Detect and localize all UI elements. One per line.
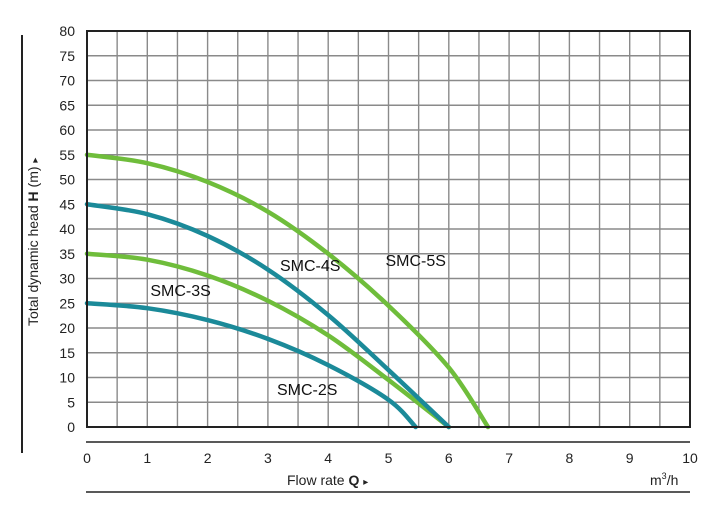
series-curve-smc-4s [84, 202, 452, 430]
y-tick-label: 55 [59, 147, 75, 163]
x-tick-label: 1 [143, 450, 151, 466]
plot-frame [86, 30, 691, 428]
y-tick-label: 0 [67, 419, 75, 435]
x-tick-label: 7 [505, 450, 513, 466]
series-label-smc-3s: SMC-3S [150, 283, 210, 300]
x-unit-tail: /h [667, 472, 679, 488]
x-tick-label: 4 [324, 450, 332, 466]
x-axis-title: Flow rate Q ▸ [287, 472, 368, 488]
series-curve-smc-3s [84, 251, 452, 430]
series-curve-smc-2s [84, 301, 418, 430]
y-tick-label: 15 [59, 345, 75, 361]
y-axis-title-text: Total dynamic head [25, 205, 41, 326]
series-label-smc-2s: SMC-2S [277, 382, 337, 399]
y-tick-label: 30 [59, 271, 75, 287]
series-curve-smc-5s [84, 152, 491, 430]
y-tick-label: 5 [67, 394, 75, 410]
y-tick-label: 75 [59, 48, 75, 64]
x-unit-sup: 3 [662, 471, 667, 481]
x-axis-arrow: ▸ [363, 477, 368, 488]
x-tick-label: 5 [385, 450, 393, 466]
x-tick-label: 2 [204, 450, 212, 466]
x-tick-label: 9 [626, 450, 634, 466]
x-axis-unit: m3/h [650, 471, 678, 488]
x-tick-labels: 0 1 2 3 4 5 6 7 8 9 10 [83, 450, 698, 466]
y-axis-title: Total dynamic head H (m) ▸ [25, 158, 41, 326]
y-axis-arrow: ▸ [30, 158, 41, 163]
x-axis-symbol: Q [348, 472, 359, 488]
series-labels: SMC-2S SMC-3S SMC-4S SMC-5S [150, 253, 446, 399]
y-axis-symbol: H [25, 191, 41, 201]
y-axis-unit: (m) [25, 166, 41, 187]
y-tick-label: 60 [59, 122, 75, 138]
x-tick-label: 8 [566, 450, 574, 466]
y-tick-labels: 0 5 10 15 20 25 30 35 40 45 50 55 60 65 70 75 80 [59, 23, 75, 435]
series-label-smc-4s: SMC-4S [280, 258, 340, 275]
y-tick-label: 45 [59, 196, 75, 212]
x-tick-label: 3 [264, 450, 272, 466]
y-tick-label: 65 [59, 97, 75, 113]
curves [84, 152, 491, 430]
y-tick-label: 40 [59, 221, 75, 237]
y-tick-label: 10 [59, 370, 75, 386]
x-unit-base: m [650, 472, 662, 488]
y-tick-label: 50 [59, 172, 75, 188]
x-tick-label: 10 [682, 450, 698, 466]
x-axis-title-text: Flow rate [287, 472, 345, 488]
y-tick-label: 35 [59, 246, 75, 262]
y-tick-label: 80 [59, 23, 75, 39]
x-tick-label: 0 [83, 450, 91, 466]
series-label-smc-5s: SMC-5S [385, 253, 445, 270]
y-tick-label: 70 [59, 73, 75, 89]
y-tick-label: 25 [59, 295, 75, 311]
x-tick-label: 6 [445, 450, 453, 466]
y-tick-label: 20 [59, 320, 75, 336]
